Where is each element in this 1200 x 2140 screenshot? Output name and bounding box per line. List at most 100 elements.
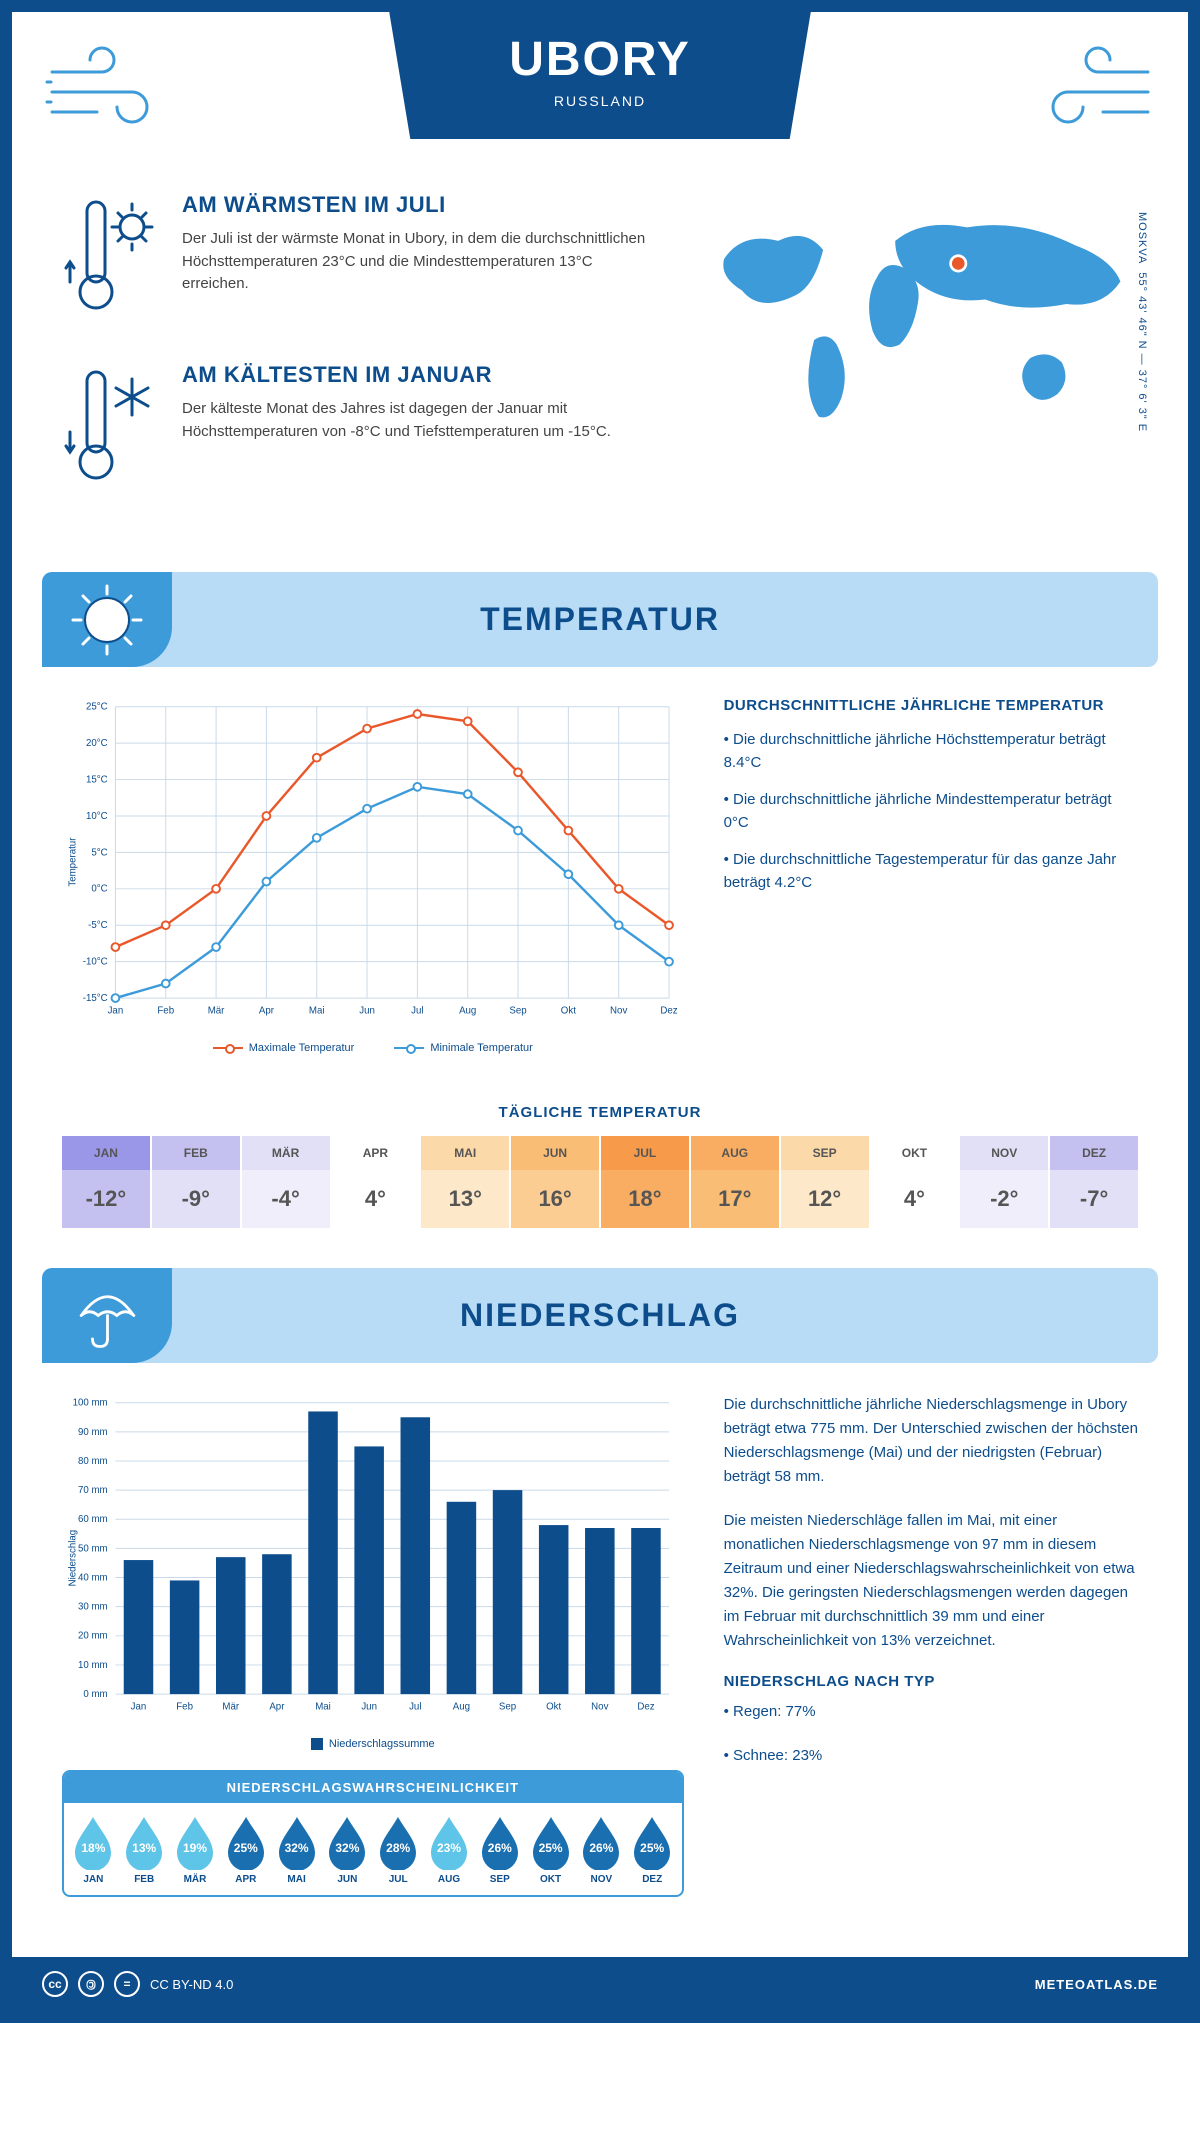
- svg-text:Mär: Mär: [222, 1702, 239, 1713]
- svg-text:0 mm: 0 mm: [83, 1689, 107, 1700]
- title-banner: UBORY RUSSLAND: [389, 12, 811, 139]
- svg-text:40 mm: 40 mm: [78, 1573, 108, 1584]
- svg-text:25°C: 25°C: [86, 702, 108, 713]
- month-cell: SEP 12°: [781, 1136, 869, 1228]
- precipitation-bar-chart: 0 mm 10 mm 20 mm 30 mm 40 mm 50 mm 60 mm 70 mm 8…: [62, 1393, 684, 1750]
- month-cell: JUL 18°: [601, 1136, 689, 1228]
- warmest-title: AM WÄRMSTEN IM JULI: [182, 192, 648, 218]
- svg-text:60 mm: 60 mm: [78, 1514, 108, 1525]
- prob-drop: 13% FEB: [121, 1815, 168, 1885]
- chart-legend: Maximale Temperatur Minimale Temperatur: [62, 1042, 684, 1054]
- sun-icon: [42, 572, 172, 667]
- svg-text:Nov: Nov: [610, 1006, 627, 1017]
- prob-drop: 25% DEZ: [629, 1815, 676, 1885]
- svg-text:Jul: Jul: [409, 1702, 421, 1713]
- svg-text:Feb: Feb: [157, 1006, 174, 1017]
- svg-text:Mai: Mai: [315, 1702, 331, 1713]
- prob-drop: 32% MAI: [273, 1815, 320, 1885]
- month-cell: DEZ -7°: [1050, 1136, 1138, 1228]
- wind-icon: [42, 42, 182, 142]
- precipitation-text: Die durchschnittliche jährliche Niedersc…: [724, 1393, 1138, 1897]
- month-cell: MÄR -4°: [242, 1136, 330, 1228]
- month-cell: MAI 13°: [421, 1136, 509, 1228]
- warmest-text: Der Juli ist der wärmste Monat in Ubory,…: [182, 228, 648, 296]
- coldest-fact: AM KÄLTESTEN IM JANUAR Der kälteste Mona…: [62, 362, 648, 497]
- svg-text:Feb: Feb: [176, 1702, 193, 1713]
- city-title: UBORY: [509, 32, 691, 87]
- wind-icon: [1018, 42, 1158, 142]
- month-cell: FEB -9°: [152, 1136, 240, 1228]
- svg-text:Aug: Aug: [459, 1006, 476, 1017]
- svg-text:Jan: Jan: [131, 1702, 147, 1713]
- country-subtitle: RUSSLAND: [509, 93, 691, 109]
- prob-drop: 18% JAN: [70, 1815, 117, 1885]
- svg-text:70 mm: 70 mm: [78, 1485, 108, 1496]
- umbrella-icon: [42, 1268, 172, 1363]
- svg-text:Mai: Mai: [309, 1006, 325, 1017]
- prob-drop: 23% AUG: [426, 1815, 473, 1885]
- warmest-fact: AM WÄRMSTEN IM JULI Der Juli ist der wär…: [62, 192, 648, 327]
- coldest-title: AM KÄLTESTEN IM JANUAR: [182, 362, 648, 388]
- nd-icon: =: [114, 1971, 140, 1997]
- svg-text:20°C: 20°C: [86, 738, 108, 749]
- thermometer-hot-icon: [62, 192, 162, 327]
- svg-text:Jun: Jun: [359, 1006, 375, 1017]
- svg-text:Sep: Sep: [499, 1702, 516, 1713]
- svg-text:-10°C: -10°C: [83, 957, 108, 968]
- svg-text:Okt: Okt: [546, 1702, 561, 1713]
- license: cc 🄯 = CC BY-ND 4.0: [42, 1971, 233, 1997]
- svg-text:90 mm: 90 mm: [78, 1427, 108, 1438]
- coldest-text: Der kälteste Monat des Jahres ist dagege…: [182, 398, 648, 443]
- section-precipitation: NIEDERSCHLAG: [42, 1268, 1158, 1363]
- prob-drop: 28% JUL: [375, 1815, 422, 1885]
- prob-drop: 32% JUN: [324, 1815, 371, 1885]
- month-cell: APR 4°: [332, 1136, 420, 1228]
- prob-drop: 26% SEP: [476, 1815, 523, 1885]
- svg-text:50 mm: 50 mm: [78, 1544, 108, 1555]
- temperature-info: DURCHSCHNITTLICHE JÄHRLICHE TEMPERATUR •…: [724, 697, 1138, 1054]
- prob-drop: 25% APR: [222, 1815, 269, 1885]
- site-credit: METEOATLAS.DE: [1035, 1977, 1158, 1992]
- header: UBORY RUSSLAND: [12, 12, 1188, 192]
- month-cell: AUG 17°: [691, 1136, 779, 1228]
- prob-drop: 19% MÄR: [172, 1815, 219, 1885]
- svg-text:Niederschlag: Niederschlag: [68, 1530, 79, 1587]
- svg-text:Okt: Okt: [561, 1006, 576, 1017]
- daily-temp-title: TÄGLICHE TEMPERATUR: [12, 1104, 1188, 1121]
- svg-text:Jan: Jan: [108, 1006, 124, 1017]
- svg-text:Apr: Apr: [269, 1702, 285, 1713]
- svg-text:Temperatur: Temperatur: [68, 837, 79, 887]
- prob-drop: 25% OKT: [527, 1815, 574, 1885]
- svg-text:Jun: Jun: [361, 1702, 377, 1713]
- by-icon: 🄯: [78, 1971, 104, 1997]
- svg-text:30 mm: 30 mm: [78, 1602, 108, 1613]
- month-cell: NOV -2°: [960, 1136, 1048, 1228]
- svg-text:Mär: Mär: [208, 1006, 225, 1017]
- prob-drop: 26% NOV: [578, 1815, 625, 1885]
- svg-text:Jul: Jul: [411, 1006, 423, 1017]
- svg-text:5°C: 5°C: [91, 847, 107, 858]
- section-temperature: TEMPERATUR: [42, 572, 1158, 667]
- month-cell: JAN -12°: [62, 1136, 150, 1228]
- svg-text:80 mm: 80 mm: [78, 1456, 108, 1467]
- temperature-line-chart: -15°C-10°C-5°C0°C5°C10°C15°C20°C25°CJanF…: [62, 697, 684, 1054]
- daily-temp-grid: JAN -12° FEB -9° MÄR -4° APR 4° MAI 13° …: [62, 1136, 1138, 1228]
- month-cell: OKT 4°: [871, 1136, 959, 1228]
- section-title: NIEDERSCHLAG: [460, 1297, 740, 1334]
- svg-text:Apr: Apr: [259, 1006, 275, 1017]
- intro-section: AM WÄRMSTEN IM JULI Der Juli ist der wär…: [12, 192, 1188, 572]
- svg-text:0°C: 0°C: [91, 884, 107, 895]
- cc-icon: cc: [42, 1971, 68, 1997]
- svg-text:Aug: Aug: [453, 1702, 470, 1713]
- infographic-frame: UBORY RUSSLAND AM WÄRMSTEN IM JULI: [0, 0, 1200, 2023]
- svg-text:15°C: 15°C: [86, 774, 108, 785]
- svg-text:10°C: 10°C: [86, 811, 108, 822]
- svg-text:10 mm: 10 mm: [78, 1660, 108, 1671]
- svg-text:Dez: Dez: [660, 1006, 677, 1017]
- svg-text:-5°C: -5°C: [88, 920, 108, 931]
- footer: cc 🄯 = CC BY-ND 4.0 METEOATLAS.DE: [12, 1957, 1188, 2011]
- svg-text:Dez: Dez: [637, 1702, 654, 1713]
- month-cell: JUN 16°: [511, 1136, 599, 1228]
- svg-text:20 mm: 20 mm: [78, 1631, 108, 1642]
- section-title: TEMPERATUR: [480, 601, 720, 638]
